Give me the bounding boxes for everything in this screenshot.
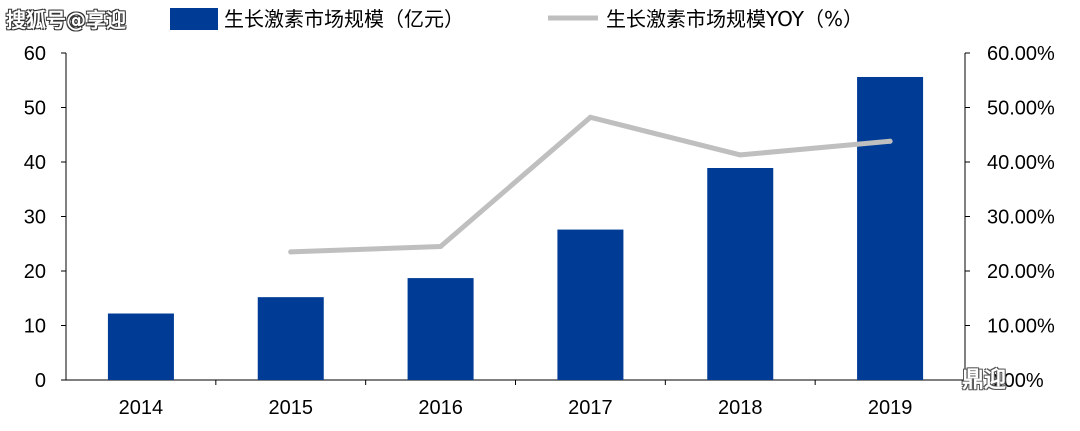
left-tick-label: 30 xyxy=(24,207,46,229)
yoy-point xyxy=(587,114,593,120)
left-tick-label: 20 xyxy=(24,261,46,283)
watermark-bottom-right: 鼎迎 xyxy=(962,368,1007,393)
right-tick-label: 30.00% xyxy=(987,207,1055,229)
x-tick-label: 2014 xyxy=(119,397,164,419)
left-tick-label: 50 xyxy=(24,98,46,120)
bar xyxy=(107,313,174,380)
bar xyxy=(557,229,624,380)
legend-bar-swatch xyxy=(170,8,218,30)
left-tick-label: 60 xyxy=(24,43,46,65)
legend: 生长激素市场规模（亿元） 生长激素市场规模YOY（%） xyxy=(170,7,863,31)
right-tick-label: 60.00% xyxy=(987,43,1055,65)
x-tick-label: 2019 xyxy=(868,397,913,419)
yoy-point xyxy=(288,249,294,255)
bars xyxy=(107,76,924,380)
bar xyxy=(257,297,324,380)
legend-line-label: 生长激素市场规模YOY（%） xyxy=(606,7,863,31)
yoy-point xyxy=(737,152,743,158)
x-tick-label: 2018 xyxy=(718,397,763,419)
x-tick-label: 2017 xyxy=(568,397,613,419)
watermark-top: 搜狐号@享迎 xyxy=(6,8,126,32)
left-tick-label: 40 xyxy=(24,152,46,174)
left-tick-label: 10 xyxy=(24,316,46,338)
right-tick-label: 50.00% xyxy=(987,98,1055,120)
bar xyxy=(407,278,474,380)
line-series xyxy=(288,114,893,255)
yoy-point xyxy=(438,243,444,249)
bar xyxy=(857,76,924,380)
left-tick-label: 0 xyxy=(35,370,46,392)
legend-bar-label: 生长激素市场规模（亿元） xyxy=(224,7,464,31)
axes xyxy=(61,52,970,385)
right-tick-label: 20.00% xyxy=(987,261,1055,283)
yoy-point xyxy=(887,138,893,144)
right-tick-label: 10.00% xyxy=(987,316,1055,338)
x-tick-label: 2015 xyxy=(269,397,314,419)
x-tick-label: 2016 xyxy=(418,397,463,419)
right-tick-label: 40.00% xyxy=(987,152,1055,174)
bar xyxy=(707,167,774,380)
right-tick-label: 0.00% xyxy=(987,370,1044,392)
labels: 0 10 20 30 40 50 60 0.00% 10.00% 20.00% 30.00% 40.0… xyxy=(24,43,1055,419)
